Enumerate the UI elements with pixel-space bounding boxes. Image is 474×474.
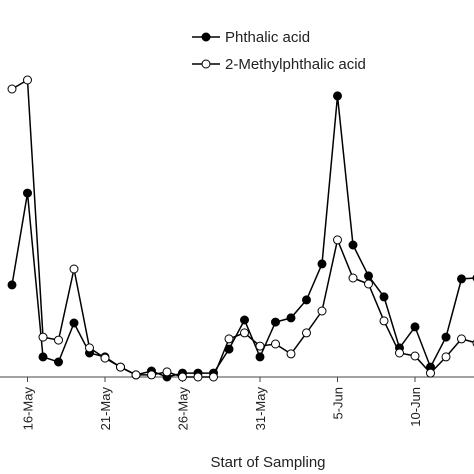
data-point	[302, 328, 311, 338]
data-point	[69, 318, 79, 328]
data-point	[38, 352, 48, 362]
legend-label: 2-Methylphthalic acid	[225, 56, 366, 73]
data-point	[240, 328, 249, 338]
data-point	[348, 273, 358, 283]
legend-marker	[201, 59, 211, 69]
data-point	[193, 372, 203, 382]
data-point	[379, 316, 389, 326]
data-point	[426, 368, 435, 378]
data-point	[395, 348, 404, 358]
legend-label: Phthalic acid	[225, 29, 310, 46]
data-point	[302, 295, 311, 305]
data-point	[379, 292, 389, 302]
data-point	[7, 280, 17, 290]
data-point	[410, 351, 420, 361]
data-point	[54, 335, 63, 345]
data-point	[209, 372, 218, 382]
data-point	[333, 235, 342, 245]
data-point	[441, 332, 451, 342]
x-tick-label: 21-May	[98, 387, 113, 431]
data-point	[224, 334, 234, 344]
x-tick-label: 5-Jun	[331, 387, 346, 420]
data-point	[317, 306, 327, 316]
data-point	[7, 84, 17, 94]
data-point	[333, 91, 342, 101]
data-point	[147, 370, 156, 380]
data-point	[348, 240, 358, 250]
x-axis-label: Start of Sampling	[210, 454, 325, 471]
data-point	[100, 353, 110, 363]
x-tick-label: 26-May	[176, 387, 191, 431]
data-point	[85, 343, 94, 353]
x-tick-label: 10-Jun	[408, 387, 423, 427]
data-point	[410, 322, 420, 332]
data-point	[364, 279, 373, 289]
data-point	[116, 362, 125, 372]
data-point	[23, 75, 32, 85]
data-point	[255, 352, 265, 362]
legend-marker	[201, 32, 211, 42]
data-point	[69, 264, 79, 274]
data-point	[240, 315, 249, 325]
data-point	[317, 259, 327, 269]
data-point	[364, 271, 373, 281]
data-point	[441, 352, 451, 362]
data-point	[131, 370, 141, 380]
data-point	[457, 334, 466, 344]
data-point	[271, 339, 280, 349]
data-point	[271, 317, 280, 327]
data-point	[286, 313, 296, 323]
data-point	[457, 274, 466, 284]
x-tick-label: 31-May	[253, 387, 268, 431]
data-point	[54, 357, 63, 367]
data-point	[178, 372, 187, 382]
data-point	[162, 367, 172, 377]
data-point	[286, 349, 296, 359]
data-point	[255, 341, 265, 351]
data-point	[23, 188, 32, 198]
x-tick-label: 16-May	[21, 387, 36, 431]
data-point	[38, 332, 48, 342]
